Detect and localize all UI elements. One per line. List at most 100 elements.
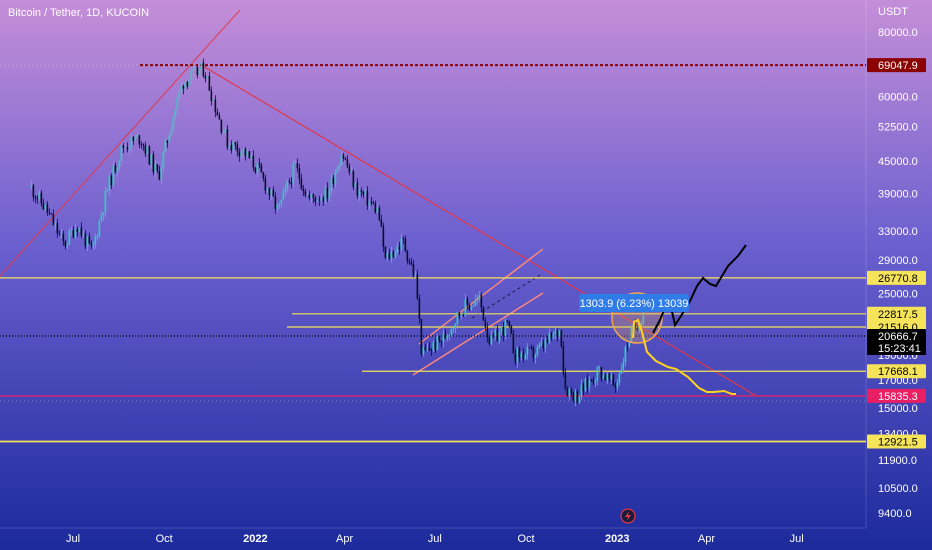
candle-body [470,306,473,310]
price-tick-label: 80000.0 [878,27,918,39]
candle-body [494,330,497,337]
candle-body [68,230,71,245]
candle-body [534,355,537,358]
lightning-icon-bolt [625,511,631,521]
candle-body [168,135,171,143]
candle-body [48,212,51,214]
candle-body [276,204,279,209]
candle-body [466,299,469,305]
candle-body [406,250,409,262]
candle-body [538,345,541,348]
candle-body [166,140,169,143]
candle-body [142,144,145,146]
candle-body [298,168,301,179]
candle-body [452,327,455,330]
ascending-trendline [0,9,241,277]
candle-body [376,207,379,213]
candle-body [104,190,107,213]
candle-body [606,373,609,381]
candle-body [578,396,581,403]
candle-body [70,230,73,232]
candle-body [642,315,645,323]
candle-body [570,388,573,393]
candle-body [486,327,489,338]
candle-body [502,327,505,336]
candle-body [542,342,545,348]
candle-body [436,335,439,350]
candle-body [636,327,639,331]
candle-body [628,341,631,348]
candle-body [596,367,599,381]
candle-body [44,204,47,210]
candle-body [360,190,363,193]
time-axis[interactable]: Jul Oct 2022 Apr Jul Oct 2023 Apr Jul [66,533,804,545]
candle-body [56,223,59,234]
candle-body [90,243,93,246]
candle-body [490,335,493,344]
candle-body [62,233,65,242]
time-tick-label: Oct [156,533,173,545]
candle-body [604,374,607,381]
lightning-icon[interactable] [620,508,636,524]
candle-body [550,333,553,338]
price-tag-text: 15835.3 [878,391,918,403]
candle-body [150,154,153,165]
candle-body [364,190,367,195]
candle-body [120,145,123,161]
candle-body [220,119,223,133]
candle-body [602,374,605,379]
candle-body [36,198,39,200]
price-tag-text: 20666.7 [878,331,918,343]
candle-body [630,326,633,342]
candle-body [458,312,461,317]
candle-body [362,192,365,195]
candle-body [116,167,119,173]
candle-body [552,333,555,338]
price-axis[interactable]: 80000.0 60000.0 52500.0 45000.0 39000.0 33000… [878,27,918,520]
price-tag-69047-9 [867,58,926,73]
candle-body [430,350,433,352]
candle-body [138,135,141,145]
candle-body [450,329,453,335]
candle-body [358,190,361,196]
price-tag-20666-7 [867,329,926,356]
candle-body [366,190,369,206]
candle-body [528,347,531,349]
candle-body [618,373,621,384]
candle-body [242,148,245,153]
candle-body [640,322,643,326]
candle-body [58,233,61,235]
candle-body [306,195,309,196]
candle-body [272,189,275,197]
candle-body [286,181,289,188]
time-tick-label: Apr [698,533,715,545]
candle-body [146,146,149,154]
candle-body [290,182,293,184]
candle-body [446,335,449,339]
candle-body [422,347,425,355]
candle-body [114,165,117,173]
candle-body [250,155,253,159]
candle-body [126,147,129,150]
price-tag-26770-8 [867,270,926,285]
candle-body [212,99,215,101]
candle-body [238,151,241,157]
measure-tooltip-box [579,294,689,312]
candle-body [352,171,355,188]
candle-body [518,347,521,358]
candle-body [164,140,167,153]
candle-body [110,175,113,186]
candle-body [444,333,447,339]
candle-body [474,299,477,306]
candle-body [268,188,271,196]
candle-body [382,226,385,247]
candle-body [504,320,507,336]
candle-body [162,152,165,169]
candle-body [580,384,583,397]
candle-body [260,164,263,173]
candle-body [52,214,55,226]
price-tag-text: 22817.5 [878,309,918,321]
candle-body [284,187,287,192]
price-tick-label: 15000.0 [878,403,918,415]
